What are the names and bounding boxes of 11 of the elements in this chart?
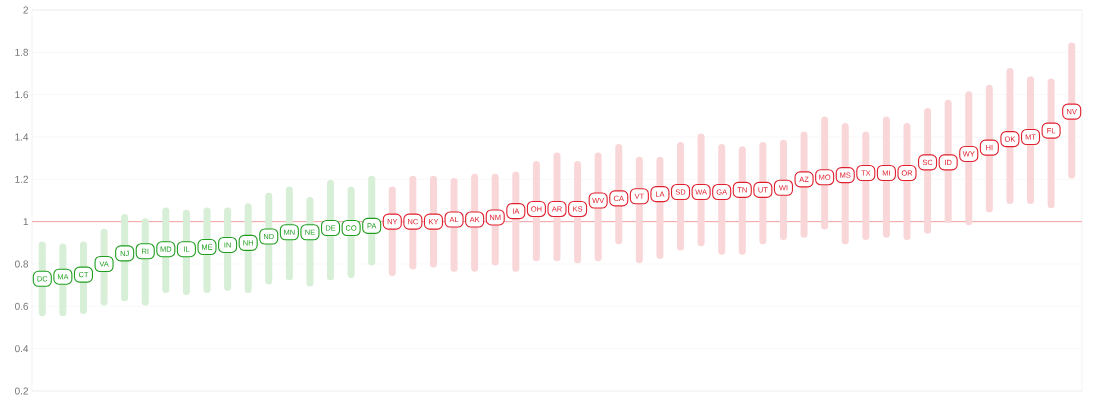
y-tick-label: 0.2	[15, 387, 28, 395]
y-tick-label: 2	[23, 6, 28, 14]
y-tick-label: 0.8	[15, 260, 29, 268]
point	[176, 241, 196, 258]
y-tick-label: 1	[23, 218, 28, 226]
y-tick-label: 0.6	[15, 302, 29, 310]
y-tick-label: 1.6	[15, 91, 29, 99]
y-tick-label: 1.4	[15, 133, 29, 141]
y-tick-label: 0.4	[15, 345, 29, 353]
y-tick-label: 1.2	[15, 175, 28, 183]
y-tick-label: 1.8	[15, 48, 29, 56]
